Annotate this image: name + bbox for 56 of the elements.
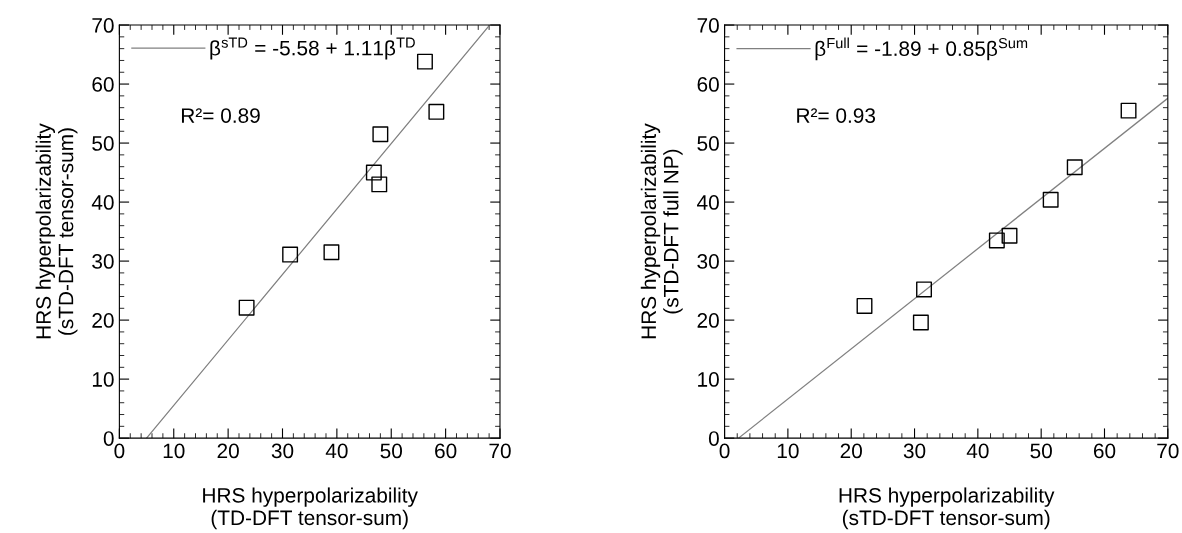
point: [416, 53, 433, 70]
x-tick-label: 20: [840, 443, 862, 459]
y-tick-label: 70: [697, 18, 719, 33]
point: [372, 126, 389, 143]
point: [1001, 227, 1018, 244]
point: [428, 103, 445, 120]
legend-label: β$^{Full}$ = -1.89 + 0.85β$^{Sum}$: [815, 37, 1028, 61]
y-tick-label: 30: [697, 254, 719, 269]
x-tick-label: 30: [271, 443, 294, 459]
x-tick-label: 60: [435, 443, 457, 459]
point: [1120, 102, 1137, 119]
y-tick-label: 10: [698, 372, 719, 387]
y-tick-label: 60: [92, 77, 114, 92]
point: [1042, 191, 1059, 208]
y-tick-label: 50: [92, 136, 114, 151]
y-tick-label: 10: [92, 372, 114, 387]
annotation: R²= 0.89: [181, 108, 260, 123]
point: [856, 297, 873, 314]
point: [916, 281, 933, 298]
x-tick-label: 50: [380, 443, 403, 459]
y-tick-label: 0: [103, 431, 114, 446]
point: [365, 164, 382, 181]
y-tick-label: 30: [92, 254, 114, 269]
x-tick-label: 20: [217, 443, 239, 459]
y-axis-title: HRS hyperpolarizability (sTD-DFT tensor-sum): [35, 123, 78, 339]
point: [282, 246, 299, 263]
y-tick-label: 20: [697, 313, 719, 328]
point: [323, 244, 340, 261]
x-tick-label: 70: [489, 443, 511, 459]
point: [371, 176, 388, 193]
y-tick-label: 40: [91, 195, 114, 210]
x-tick-label: 30: [903, 443, 926, 459]
point: [1066, 159, 1083, 176]
y-tick-label: 20: [92, 313, 114, 328]
y-tick-label: 60: [697, 77, 719, 92]
x-tick-label: 60: [1093, 443, 1116, 459]
x-tick-label: 0: [719, 443, 730, 459]
y-axis-title: HRS hyperpolarizability (sTD-DFT full NP): [640, 123, 683, 339]
y-tick-label: 40: [697, 195, 719, 210]
x-tick-label: 40: [325, 443, 348, 459]
point: [988, 232, 1005, 249]
y-tick-label: 70: [92, 18, 114, 33]
x-axis-title: HRS hyperpolarizability (sTD-DFT tensor-sum): [839, 487, 1055, 530]
x-tick-label: 70: [1157, 443, 1179, 459]
x-tick-label: 0: [114, 443, 125, 459]
point: [238, 299, 255, 316]
x-tick-label: 50: [1030, 443, 1052, 459]
x-axis-title: HRS hyperpolarizability (TD-DFT tensor-sum): [203, 487, 418, 530]
y-tick-label: 0: [708, 431, 719, 446]
x-tick-label: 40: [966, 443, 989, 459]
x-tick-label: 10: [777, 443, 799, 459]
point: [912, 314, 929, 331]
annotation: R²= 0.93: [797, 108, 876, 123]
x-tick-label: 10: [163, 443, 185, 459]
legend-label: β$^{sTD}$ = -5.58 + 1.11β$^{TD}$: [210, 37, 415, 60]
y-tick-label: 50: [697, 136, 719, 151]
